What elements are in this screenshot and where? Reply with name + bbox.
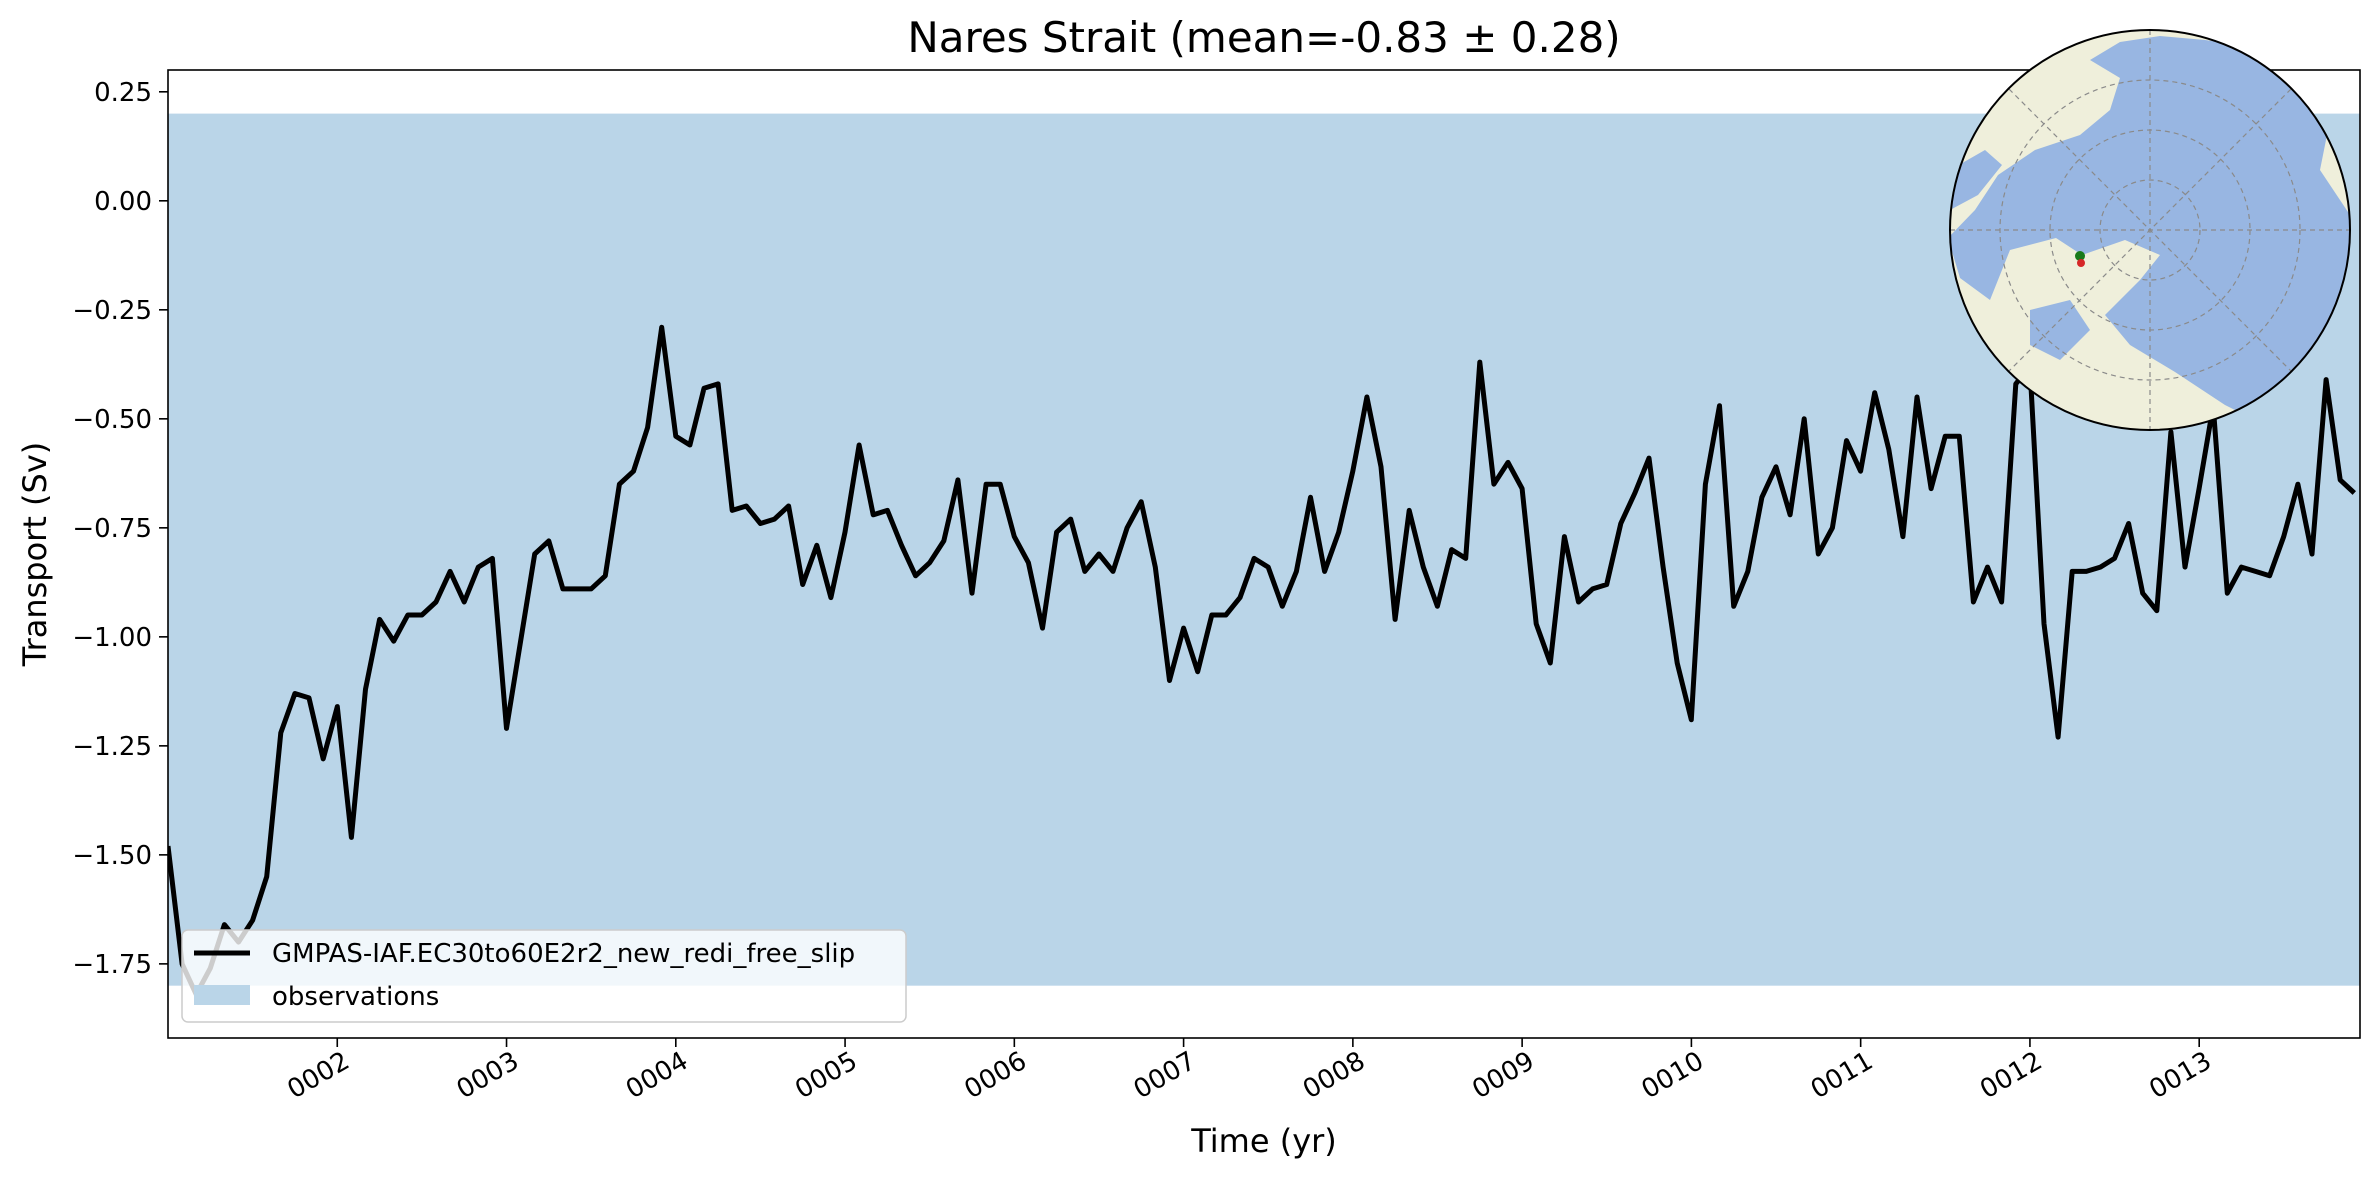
inset-map-graticule [1950, 30, 2350, 430]
y-tick-label: 0.00 [94, 187, 152, 217]
legend-label-observations: observations [272, 982, 439, 1012]
x-tick-label: 0006 [960, 1046, 1032, 1105]
inset-map-marker-green [2075, 251, 2085, 261]
x-tick-label: 0004 [621, 1046, 693, 1105]
chart-title: Nares Strait (mean=-0.83 ± 0.28) [907, 13, 1620, 62]
plot-frame [167, 69, 2361, 1039]
y-tick-label: −1.00 [72, 623, 152, 653]
inset-map-ocean-south [2030, 300, 2090, 360]
x-tick-label: 0005 [790, 1046, 862, 1105]
x-tick-label: 0010 [1637, 1046, 1709, 1105]
series-line [168, 324, 2357, 997]
x-tick-label: 0013 [2144, 1046, 2216, 1105]
inset-map [1949, 29, 2351, 431]
y-axis: 0.25 0.00 −0.25 −0.50 −0.75 −1.00 −1.25 −1.50 −1… [72, 78, 168, 980]
legend: GMPAS-IAF.EC30to60E2r2_new_redi_free_sli… [181, 929, 907, 1023]
x-tick-label: 0002 [282, 1046, 354, 1105]
y-tick-label: −1.75 [72, 950, 152, 980]
x-axis-label: Time (yr) [1190, 1122, 1337, 1160]
y-tick-label: −0.75 [72, 514, 152, 544]
legend-label-model: GMPAS-IAF.EC30to60E2r2_new_redi_free_sli… [272, 939, 855, 969]
y-tick-label: −1.25 [72, 732, 152, 762]
inset-map-ocean [1950, 36, 2350, 420]
legend-box [181, 929, 907, 1023]
x-tick-label: 0012 [1975, 1046, 2047, 1105]
x-tick-label: 0007 [1129, 1046, 1201, 1105]
y-tick-label: 0.25 [94, 78, 152, 108]
inset-map-ocean-west [1950, 150, 2002, 210]
x-axis: 0002 0003 0004 0005 0006 0007 0008 0009 0010 0011… [282, 1038, 2217, 1105]
legend-band-swatch [194, 985, 250, 1005]
x-tick-label: 0003 [452, 1046, 524, 1105]
inset-map-marker-red [2077, 259, 2085, 267]
x-tick-label: 0008 [1298, 1046, 1370, 1105]
x-tick-label: 0011 [1806, 1046, 1878, 1105]
inset-map-border [1949, 29, 2351, 431]
y-axis-label: Transport (Sv) [16, 442, 54, 668]
x-tick-label: 0009 [1467, 1046, 1539, 1105]
y-tick-label: −0.25 [72, 296, 152, 326]
y-tick-label: −0.50 [72, 405, 152, 435]
y-tick-label: −1.50 [72, 841, 152, 871]
